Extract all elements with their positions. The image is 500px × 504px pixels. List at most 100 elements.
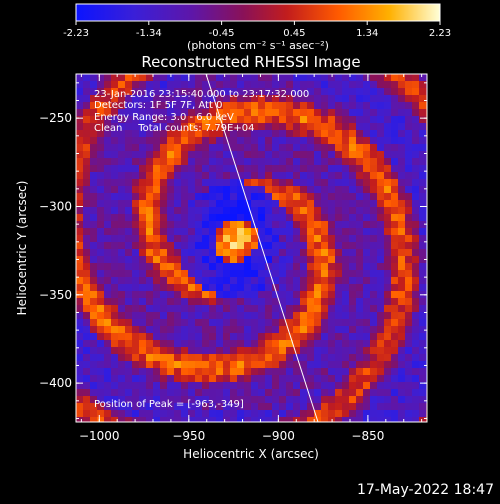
image-pixel <box>300 137 307 144</box>
image-pixel <box>258 81 265 88</box>
image-pixel <box>293 137 300 144</box>
image-pixel <box>265 207 272 214</box>
image-pixel <box>377 326 384 333</box>
image-pixel <box>251 284 258 291</box>
image-pixel <box>405 144 412 151</box>
image-pixel <box>146 354 153 361</box>
image-pixel <box>405 277 412 284</box>
image-pixel <box>300 389 307 396</box>
image-pixel <box>216 179 223 186</box>
image-pixel <box>412 130 419 137</box>
image-pixel <box>167 221 174 228</box>
image-pixel <box>125 81 132 88</box>
image-pixel <box>181 179 188 186</box>
image-pixel <box>370 165 377 172</box>
image-pixel <box>104 291 111 298</box>
image-pixel <box>293 354 300 361</box>
image-pixel <box>230 298 237 305</box>
image-pixel <box>314 123 321 130</box>
image-pixel <box>398 123 405 130</box>
image-pixel <box>118 347 125 354</box>
image-pixel <box>97 361 104 368</box>
image-pixel <box>300 284 307 291</box>
image-pixel <box>223 172 230 179</box>
image-pixel <box>209 361 216 368</box>
image-pixel <box>349 340 356 347</box>
image-pixel <box>76 165 83 172</box>
image-pixel <box>363 186 370 193</box>
image-pixel <box>223 81 230 88</box>
image-pixel <box>76 354 83 361</box>
image-pixel <box>363 417 370 422</box>
image-pixel <box>370 277 377 284</box>
image-pixel <box>237 88 244 95</box>
image-pixel <box>391 347 398 354</box>
image-pixel <box>111 179 118 186</box>
image-pixel <box>335 389 342 396</box>
image-pixel <box>188 410 195 417</box>
image-pixel <box>384 200 391 207</box>
image-pixel <box>160 74 167 81</box>
image-pixel <box>370 221 377 228</box>
image-pixel <box>125 277 132 284</box>
image-pixel <box>181 228 188 235</box>
image-pixel <box>391 340 398 347</box>
image-pixel <box>160 179 167 186</box>
image-pixel <box>153 291 160 298</box>
image-pixel <box>174 88 181 95</box>
image-pixel <box>419 116 426 123</box>
image-pixel <box>125 298 132 305</box>
image-pixel <box>307 249 314 256</box>
image-pixel <box>251 375 258 382</box>
image-pixel <box>111 214 118 221</box>
image-pixel <box>125 361 132 368</box>
image-pixel <box>321 137 328 144</box>
image-pixel <box>272 361 279 368</box>
image-pixel <box>412 109 419 116</box>
image-pixel <box>286 270 293 277</box>
image-pixel <box>398 256 405 263</box>
image-pixel <box>370 179 377 186</box>
image-pixel <box>125 375 132 382</box>
image-pixel <box>279 277 286 284</box>
image-pixel <box>405 249 412 256</box>
image-pixel <box>216 200 223 207</box>
image-pixel <box>111 396 118 403</box>
image-pixel <box>244 417 251 422</box>
image-pixel <box>111 382 118 389</box>
image-pixel <box>104 389 111 396</box>
image-pixel <box>279 158 286 165</box>
image-pixel <box>118 396 125 403</box>
image-pixel <box>405 291 412 298</box>
image-pixel <box>412 81 419 88</box>
image-pixel <box>349 389 356 396</box>
image-pixel <box>349 249 356 256</box>
image-pixel <box>188 361 195 368</box>
image-pixel <box>251 347 258 354</box>
image-pixel <box>188 396 195 403</box>
image-pixel <box>321 123 328 130</box>
image-pixel <box>118 354 125 361</box>
image-pixel <box>328 361 335 368</box>
image-pixel <box>90 333 97 340</box>
image-pixel <box>90 347 97 354</box>
image-pixel <box>328 333 335 340</box>
image-pixel <box>370 354 377 361</box>
image-pixel <box>356 116 363 123</box>
image-pixel <box>76 340 83 347</box>
image-pixel <box>174 277 181 284</box>
image-pixel <box>230 277 237 284</box>
image-pixel <box>97 186 104 193</box>
image-pixel <box>321 354 328 361</box>
image-pixel <box>90 102 97 109</box>
image-pixel <box>202 249 209 256</box>
image-pixel <box>307 137 314 144</box>
image-pixel <box>195 109 202 116</box>
image-pixel <box>356 200 363 207</box>
image-pixel <box>230 326 237 333</box>
image-pixel <box>132 396 139 403</box>
image-pixel <box>363 284 370 291</box>
image-pixel <box>195 123 202 130</box>
image-pixel <box>342 144 349 151</box>
image-pixel <box>335 319 342 326</box>
